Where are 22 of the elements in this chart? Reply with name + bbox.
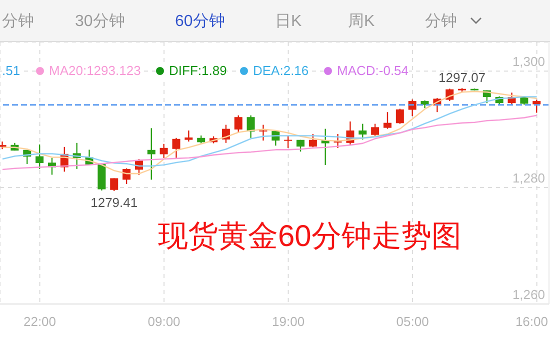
annotation: 1297.07 [438, 70, 486, 86]
y-tick-label: 1,260 [512, 287, 545, 302]
text: 60分钟 [175, 12, 225, 32]
text: 日K [275, 12, 302, 32]
text: 30分钟 [75, 12, 125, 32]
annotation: 1279.41 [90, 194, 138, 210]
legend-label: MA20:1293.123 [49, 63, 141, 78]
annotation: MACD:-0.54 [337, 63, 409, 78]
text: 周K [348, 12, 375, 32]
x-tick-label: 05:00 [396, 314, 429, 329]
x-tick-label: 16:00 [515, 314, 548, 329]
text: 分钟 [425, 12, 457, 32]
x-tick-label: 19:00 [272, 314, 305, 329]
x-tick-label: 09:00 [148, 314, 180, 329]
annotation: DIFF:1.89 [169, 63, 227, 78]
y-tick-label: 1,280 [512, 170, 545, 186]
y-tick-label: 1,300 [512, 54, 545, 70]
annotation: .51 [2, 63, 20, 78]
annotation: DEA:2.16 [253, 63, 309, 78]
text: 现货黄金60分钟走势图 [158, 219, 462, 255]
text: 分钟 [2, 12, 34, 32]
x-tick-label: 22:00 [23, 314, 56, 329]
